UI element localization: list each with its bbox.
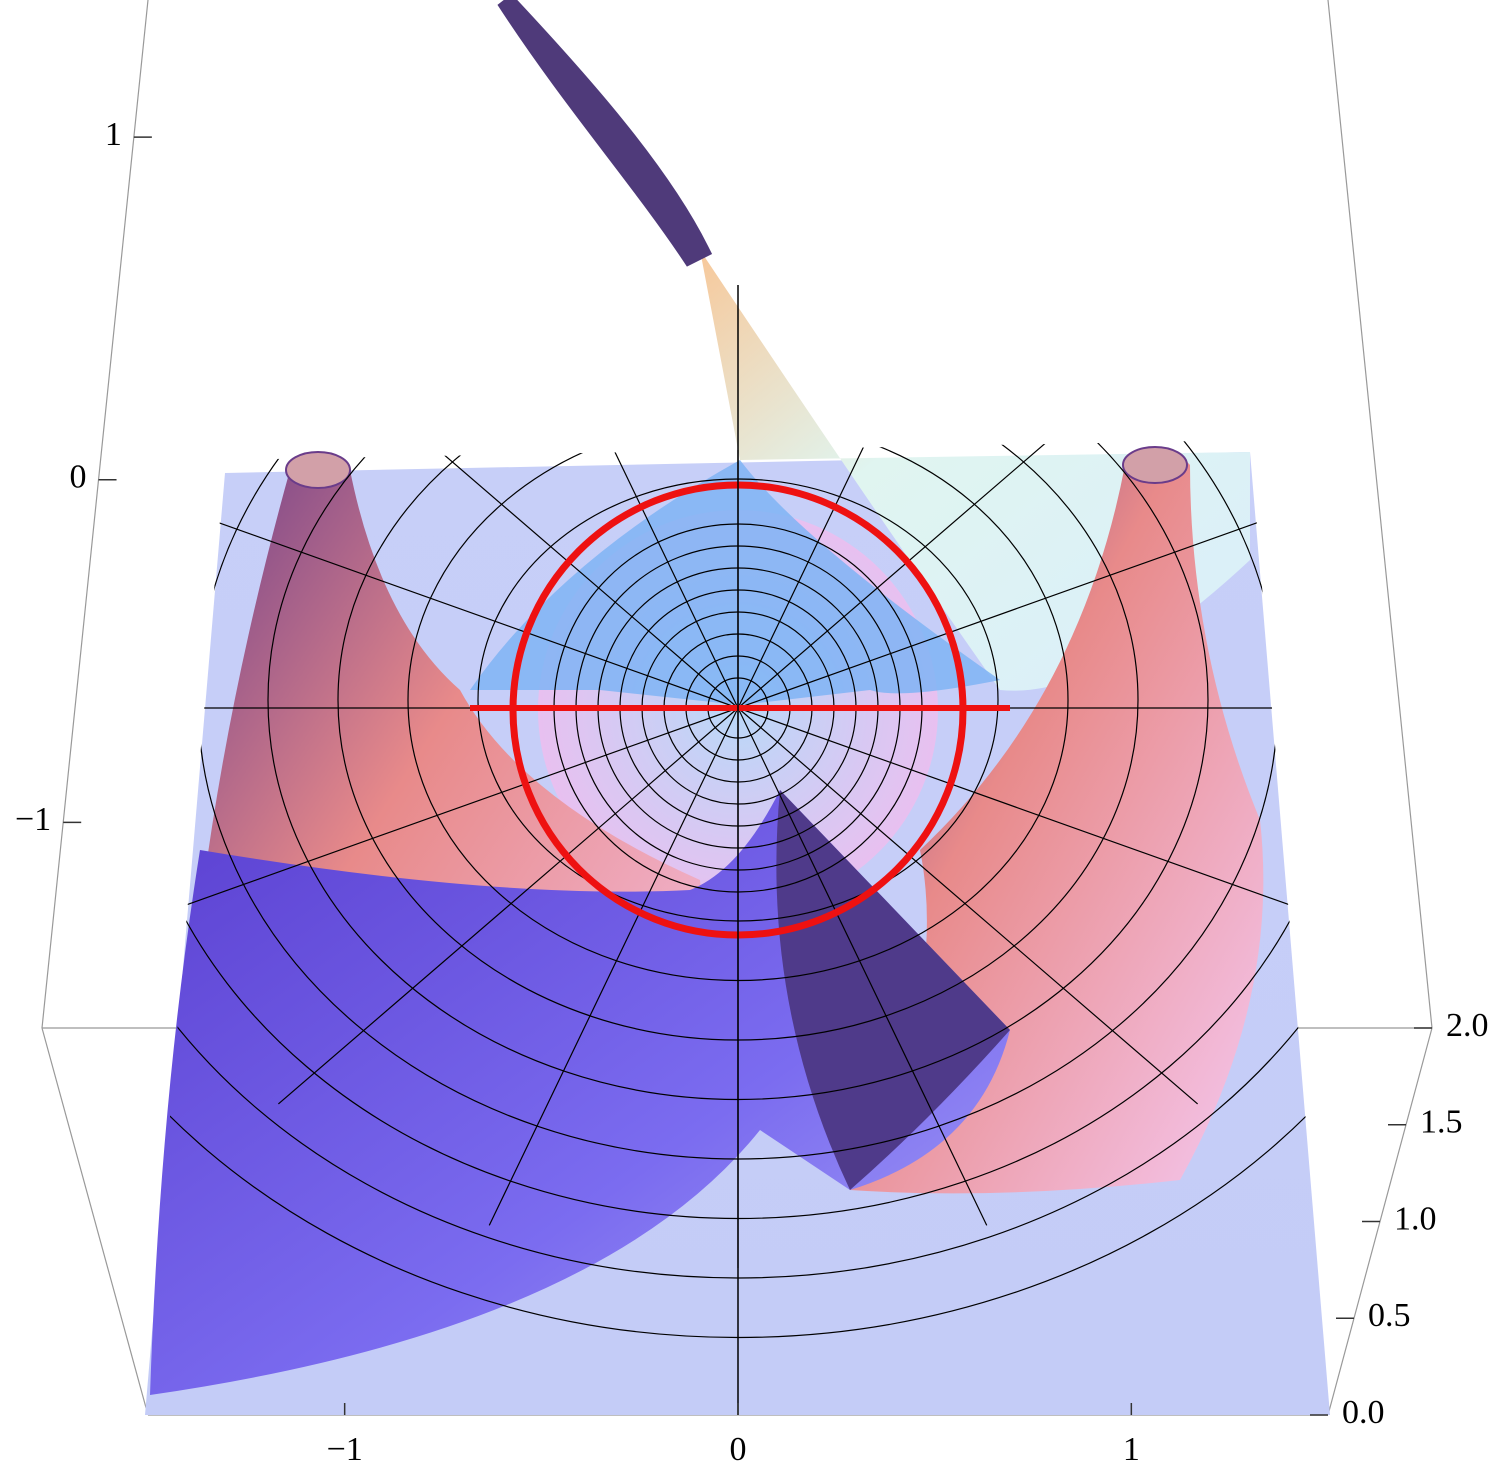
mesh-line xyxy=(737,493,1330,709)
z-tick-label: 1 xyxy=(105,116,122,153)
mesh-line xyxy=(277,440,739,709)
mesh-line xyxy=(277,707,739,1105)
mesh-line xyxy=(737,440,1199,709)
z-tick-label: −1 xyxy=(15,801,51,838)
y-tick-label: 2.0 xyxy=(1446,1007,1489,1044)
y-tick-label: 1.0 xyxy=(1394,1200,1437,1237)
x-tick-label: 1 xyxy=(1123,1431,1140,1468)
mesh-line xyxy=(737,707,1199,1105)
y-tick-label: 0.0 xyxy=(1342,1394,1385,1431)
mesh-line xyxy=(145,493,739,709)
x-tick-label: −1 xyxy=(327,1431,363,1468)
x-tick-label: 0 xyxy=(730,1431,747,1468)
surface xyxy=(145,0,1330,1415)
z-tick-label: 0 xyxy=(70,459,87,496)
y-tick-label: 1.5 xyxy=(1420,1104,1463,1141)
y-tick-label: 0.5 xyxy=(1368,1297,1411,1334)
axes: −1 0 1 0.0 0.5 1.0 1.5 2.0 −1 0 1 xyxy=(15,116,1488,1468)
